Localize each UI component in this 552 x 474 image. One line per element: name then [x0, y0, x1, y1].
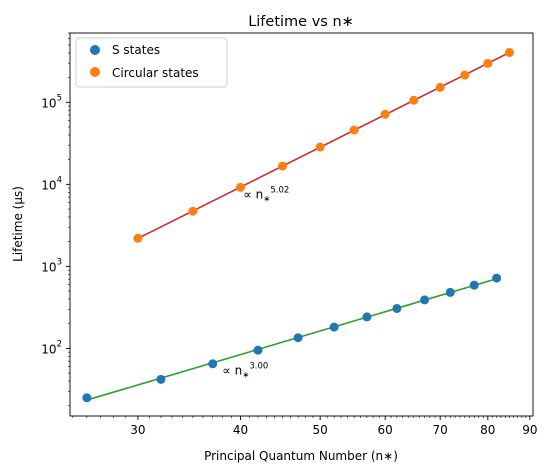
y-tick-label: 102: [41, 339, 62, 356]
y-tick-label: 104: [41, 175, 62, 192]
y-axis-label: Lifetime (μs): [11, 186, 25, 262]
data-point: [315, 142, 325, 152]
data-point: [349, 125, 359, 135]
data-point: [492, 273, 502, 283]
x-tick-label: 60: [378, 423, 393, 437]
fit-annotation-series-1: ∝ n∗5.02: [243, 186, 289, 205]
chart-title: Lifetime vs n∗: [248, 14, 354, 30]
legend: S states Circular states: [75, 37, 228, 88]
data-point: [278, 161, 288, 171]
data-point: [156, 374, 166, 384]
y-tick-label: 105: [41, 93, 62, 110]
data-point: [362, 312, 372, 322]
data-point: [435, 82, 445, 92]
data-point: [380, 109, 390, 119]
legend-box: [75, 37, 228, 88]
x-tick-label: 70: [433, 423, 448, 437]
data-point: [469, 280, 479, 290]
data-point: [329, 322, 339, 332]
data-point: [253, 345, 263, 355]
data-point: [392, 303, 402, 313]
data-point: [445, 287, 455, 297]
legend-label-s-states: S states: [112, 43, 160, 57]
fit-lines: [86, 51, 510, 401]
legend-marker-s-states: [90, 45, 100, 55]
data-point: [236, 182, 246, 192]
legend-marker-circular-states: [90, 67, 100, 77]
fit-line-series-0: [86, 277, 497, 401]
data-point: [133, 233, 143, 243]
data-point: [483, 58, 493, 68]
x-tick-label: 80: [480, 423, 495, 437]
data-point: [504, 47, 514, 57]
y-axis: 102 103 104 105: [41, 32, 70, 407]
annotations: ∝ n∗3.00 ∝ n∗5.02: [222, 186, 289, 381]
data-point: [409, 95, 419, 105]
plot-frame: [69, 32, 534, 417]
data-point: [82, 393, 92, 403]
data-point: [188, 206, 198, 216]
y-tick-label: 103: [41, 257, 62, 274]
data-point: [420, 295, 430, 305]
x-tick-label: 90: [522, 423, 537, 437]
data-point: [460, 70, 470, 80]
data-point: [208, 359, 218, 369]
data-point: [293, 333, 303, 343]
legend-label-circular-states: Circular states: [112, 66, 199, 80]
x-tick-label: 40: [233, 423, 248, 437]
fit-annotation-series-0: ∝ n∗3.00: [222, 362, 268, 381]
x-axis: 30 40 50 60 70 80 90: [72, 416, 537, 437]
x-tick-label: 30: [130, 423, 145, 437]
x-tick-label: 50: [313, 423, 328, 437]
data-points: [82, 47, 514, 403]
x-axis-label: Principal Quantum Number (n∗): [204, 449, 398, 463]
